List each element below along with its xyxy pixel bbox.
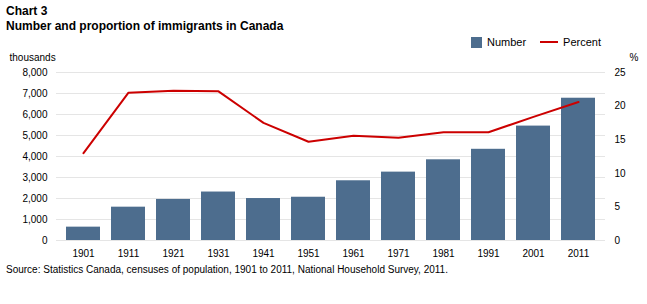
svg-text:thousands: thousands: [10, 52, 56, 63]
svg-text:1941: 1941: [252, 248, 275, 259]
html-text:Source: Statistics Canada, cen: Source: Statistics Canada, censuses of p…: [6, 264, 448, 275]
svg-text:%: %: [630, 52, 639, 63]
svg-text:1981: 1981: [432, 248, 455, 259]
svg-text:1961: 1961: [342, 248, 365, 259]
html-text:Chart 3: Chart 3: [6, 4, 48, 18]
svg-text:15: 15: [615, 134, 627, 145]
html-text:Number and proportion of immig: Number and proportion of immigrants in C…: [6, 19, 284, 33]
svg-text:1,000: 1,000: [22, 214, 47, 225]
svg-text:5,000: 5,000: [22, 130, 47, 141]
svg-text:2,000: 2,000: [22, 193, 47, 204]
html-text:Number: Number: [487, 36, 527, 48]
svg-text:1971: 1971: [387, 248, 410, 259]
svg-text:4,000: 4,000: [22, 151, 47, 162]
svg-text:1951: 1951: [297, 248, 320, 259]
svg-text:1991: 1991: [477, 248, 500, 259]
svg-text:7,000: 7,000: [22, 88, 47, 99]
svg-text:0: 0: [42, 235, 48, 246]
svg-text:5: 5: [615, 201, 621, 212]
svg-text:2011: 2011: [568, 248, 590, 259]
svg-text:3,000: 3,000: [22, 172, 47, 183]
html-text:Percent: Percent: [563, 36, 601, 48]
svg-text:0: 0: [615, 235, 621, 246]
svg-text:1921: 1921: [162, 248, 185, 259]
svg-text:6,000: 6,000: [22, 109, 47, 120]
svg-text:2001: 2001: [522, 248, 545, 259]
svg-text:1901: 1901: [72, 248, 95, 259]
svg-text:1911: 1911: [118, 248, 140, 259]
svg-text:20: 20: [615, 100, 627, 111]
svg-text:1931: 1931: [207, 248, 230, 259]
svg-text:8,000: 8,000: [22, 67, 47, 78]
svg-text:10: 10: [615, 168, 627, 179]
svg-text:25: 25: [615, 67, 627, 78]
